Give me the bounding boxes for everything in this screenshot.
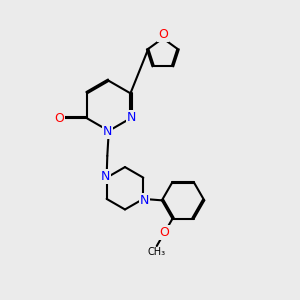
Text: O: O bbox=[54, 112, 64, 125]
Text: O: O bbox=[158, 28, 168, 41]
Text: N: N bbox=[100, 170, 110, 183]
Text: O: O bbox=[159, 226, 169, 239]
Text: CH₃: CH₃ bbox=[148, 248, 166, 257]
Text: N: N bbox=[103, 125, 112, 138]
Text: N: N bbox=[127, 111, 136, 124]
Text: N: N bbox=[140, 194, 149, 207]
